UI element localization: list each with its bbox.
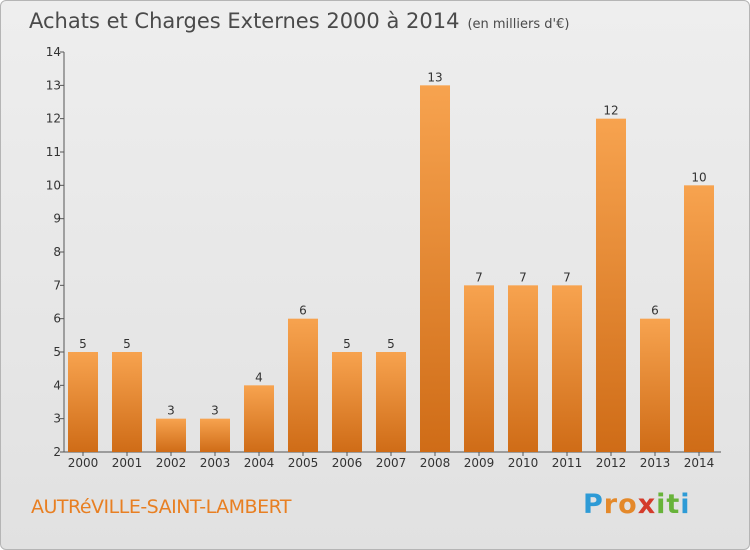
data-label: 4 <box>255 370 263 384</box>
data-label: 6 <box>651 304 659 318</box>
data-label: 5 <box>123 337 131 351</box>
bar <box>244 385 274 452</box>
data-label: 5 <box>79 337 87 351</box>
bar <box>288 318 318 452</box>
data-label: 3 <box>211 404 219 418</box>
y-tick-label: 2 <box>53 445 61 459</box>
bar <box>332 352 362 452</box>
x-tick-label: 2013 <box>640 456 671 470</box>
data-label: 5 <box>387 337 395 351</box>
y-tick-label: 5 <box>53 345 61 359</box>
data-label: 7 <box>519 270 527 284</box>
x-tick-label: 2003 <box>200 456 231 470</box>
bar <box>200 418 230 452</box>
bar <box>420 85 450 452</box>
x-tick-label: 2012 <box>596 456 627 470</box>
x-tick-label: 2007 <box>376 456 407 470</box>
x-tick-label: 2014 <box>684 456 715 470</box>
data-label: 10 <box>691 170 706 184</box>
bar <box>684 185 714 453</box>
bar <box>376 352 406 452</box>
labels: 2 3 4 5 6 7 8 9 10 11 12 13 14 2000 5 2001 5 2002 3 2003 3 20… <box>46 45 715 470</box>
title-text: Achats et Charges Externes 2000 à 2014 <box>29 9 460 33</box>
logo-letter: i <box>680 489 691 520</box>
data-label: 12 <box>603 104 618 118</box>
data-label: 6 <box>299 304 307 318</box>
data-label: 3 <box>167 404 175 418</box>
y-tick-label: 3 <box>53 412 61 426</box>
x-tick-label: 2009 <box>464 456 495 470</box>
y-tick-label: 13 <box>46 78 61 92</box>
data-label: 7 <box>563 270 571 284</box>
bar <box>112 352 142 452</box>
chart-title: Achats et Charges Externes 2000 à 2014 (e… <box>29 9 569 33</box>
x-tick-label: 2011 <box>552 456 583 470</box>
y-tick-label: 11 <box>46 145 61 159</box>
x-tick-label: 2010 <box>508 456 539 470</box>
proxiti-logo[interactable]: Proxiti <box>583 489 691 520</box>
x-tick-label: 2008 <box>420 456 451 470</box>
logo-letter: x <box>637 489 657 520</box>
x-tick-label: 2004 <box>244 456 275 470</box>
x-tick-label: 2001 <box>112 456 143 470</box>
y-tick-label: 9 <box>53 212 61 226</box>
chart-subtitle: (en milliers d'€) <box>467 17 570 32</box>
y-tick-label: 7 <box>53 278 61 292</box>
logo-letter: t <box>666 489 681 520</box>
bar <box>552 285 582 452</box>
bar <box>68 352 98 452</box>
logo-letter: P <box>583 489 604 520</box>
bars <box>68 85 714 453</box>
logo-letter: o <box>618 489 638 520</box>
y-tick-label: 8 <box>53 245 61 259</box>
bar <box>464 285 494 452</box>
logo-letter: r <box>603 489 619 520</box>
x-tick-label: 2002 <box>156 456 187 470</box>
bar <box>508 285 538 452</box>
x-tick-label: 2006 <box>332 456 363 470</box>
data-label: 7 <box>475 270 483 284</box>
y-tick-label: 12 <box>46 112 61 126</box>
data-label: 5 <box>343 337 351 351</box>
bar <box>640 318 670 452</box>
commune-name: AUTRéVILLE-SAINT-LAMBERT <box>31 496 292 518</box>
bar <box>596 118 626 453</box>
bar <box>156 418 186 452</box>
y-tick-label: 4 <box>53 378 61 392</box>
y-tick-label: 10 <box>46 178 61 192</box>
x-tick-label: 2000 <box>68 456 99 470</box>
logo-letter: i <box>656 489 667 520</box>
data-label: 13 <box>427 70 442 84</box>
y-tick-label: 6 <box>53 312 61 326</box>
y-tick-label: 14 <box>46 45 61 59</box>
x-tick-label: 2005 <box>288 456 319 470</box>
